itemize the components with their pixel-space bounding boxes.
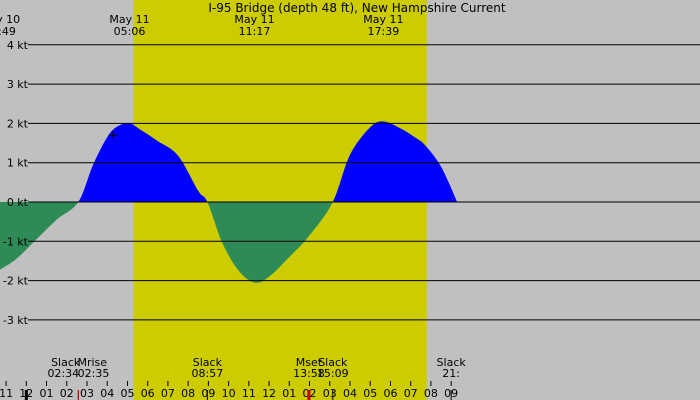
y-tick-label: 2 kt xyxy=(7,117,29,130)
bottom-event-time: 02:35 xyxy=(78,367,110,380)
event-date-label: May 11 xyxy=(109,13,149,26)
current-time-marker xyxy=(109,131,118,140)
x-tick-label: 11 xyxy=(0,387,13,400)
x-tick-label: 02 xyxy=(60,387,74,400)
y-tick-label: -3 kt xyxy=(3,314,29,327)
x-tick-label: 08 xyxy=(181,387,195,400)
x-tick-label: 01 xyxy=(282,387,296,400)
y-tick-label: 1 kt xyxy=(7,157,29,170)
flood-area xyxy=(0,121,458,202)
x-tick-label: 04 xyxy=(100,387,114,400)
event-time-label: 17:39 xyxy=(368,25,400,38)
bottom-event-label: Slack xyxy=(51,356,81,369)
x-tick-label: 03 xyxy=(323,387,337,400)
y-tick-label: 0 kt xyxy=(7,196,29,209)
ebb-area xyxy=(0,202,458,283)
bottom-event-time: 02:34 xyxy=(47,367,79,380)
event-date-label: May 11 xyxy=(363,13,403,26)
bottom-event-time: 21: xyxy=(442,367,460,380)
x-tick-label: 08 xyxy=(424,387,438,400)
x-tick-label: 10 xyxy=(222,387,236,400)
x-tick-label: 05 xyxy=(120,387,134,400)
y-tick-label: -1 kt xyxy=(3,235,29,248)
x-tick-label: 06 xyxy=(383,387,397,400)
x-tick-label: 03 xyxy=(80,387,94,400)
bottom-event-label: Slack xyxy=(437,356,467,369)
bottom-event-label: Mrise xyxy=(77,356,107,369)
x-tick-label: 04 xyxy=(343,387,357,400)
bottom-event-label: Slack xyxy=(193,356,223,369)
bottom-event-label: Mset xyxy=(296,356,323,369)
x-tick-label: 05 xyxy=(363,387,377,400)
chart-title: I-95 Bridge (depth 48 ft), New Hampshire… xyxy=(208,1,506,15)
x-tick-label: 12 xyxy=(262,387,276,400)
x-tick-label: 06 xyxy=(141,387,155,400)
bottom-event-time: 08:57 xyxy=(192,367,224,380)
event-time-label: 11:17 xyxy=(239,25,271,38)
midnight-marker xyxy=(24,390,28,400)
y-tick-label: -2 kt xyxy=(3,275,29,288)
y-tick-label: 4 kt xyxy=(7,39,29,52)
x-tick-label: 07 xyxy=(404,387,418,400)
bottom-event-time: 15:09 xyxy=(317,367,349,380)
event-date-label: May 11 xyxy=(234,13,274,26)
x-tick-label: 07 xyxy=(161,387,175,400)
x-tick-label: 11 xyxy=(242,387,256,400)
bottom-event-time: 13:58 xyxy=(293,367,325,380)
x-tick-label: 09 xyxy=(201,387,215,400)
x-tick-label: 01 xyxy=(40,387,54,400)
bottom-event-label: Slack xyxy=(318,356,348,369)
event-time-label: 05:06 xyxy=(114,25,146,38)
event-time-label: 22:49 xyxy=(0,25,16,38)
event-date-label: May 10 xyxy=(0,13,20,26)
y-tick-label: 3 kt xyxy=(7,78,29,91)
